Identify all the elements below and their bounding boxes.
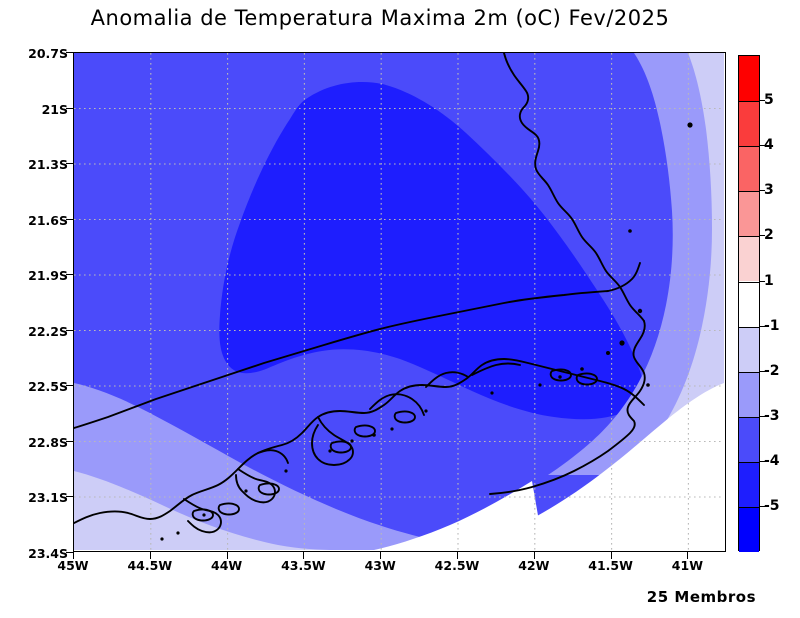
island-dots bbox=[160, 122, 693, 541]
colorbar-label: -4 bbox=[764, 452, 780, 469]
colorbar-tick bbox=[760, 415, 765, 417]
chart-title: Anomalia de Temperatura Maxima 2m (oC) F… bbox=[90, 6, 670, 30]
colorbar-separator bbox=[739, 191, 759, 193]
coastline bbox=[74, 53, 646, 534]
x-tick bbox=[610, 552, 612, 559]
band-fill-m3-m2-southwest bbox=[74, 383, 504, 550]
colorbar-label: -1 bbox=[764, 317, 780, 334]
y-tick bbox=[66, 107, 73, 109]
y-tick-label: 22.5S bbox=[28, 379, 68, 394]
y-tick-label: 22.2S bbox=[28, 323, 68, 339]
colorbar-tick bbox=[760, 280, 765, 282]
ensemble-members-note: 25 Membros bbox=[646, 588, 756, 606]
x-tick-label: 41W bbox=[671, 558, 703, 573]
band-fill-m5-m4 bbox=[219, 81, 643, 420]
colorbar-label: -5 bbox=[764, 498, 780, 514]
band-fill-m2-m1-southwest bbox=[74, 471, 336, 550]
anomaly-map bbox=[74, 53, 724, 550]
y-tick bbox=[66, 440, 73, 442]
colorbar-label: 2 bbox=[764, 227, 774, 244]
map-plot-area bbox=[73, 52, 726, 552]
colorbar-label: 5 bbox=[764, 92, 774, 109]
colorbar-band-2-3 bbox=[739, 191, 759, 237]
colorbar-band-3-4 bbox=[739, 146, 759, 192]
x-tick-label: 41.5W bbox=[588, 558, 633, 573]
y-tick bbox=[66, 329, 73, 331]
colorbar-tick bbox=[760, 506, 765, 507]
colorbar-separator bbox=[739, 371, 759, 373]
colorbar-separator bbox=[739, 461, 759, 463]
gridlines bbox=[74, 53, 724, 550]
y-tick-label: 22.8S bbox=[28, 434, 68, 450]
colorbar-separator bbox=[739, 281, 759, 283]
x-tick-label: 44W bbox=[211, 558, 243, 573]
colorbar-tick bbox=[760, 100, 765, 102]
colorbar-separator bbox=[739, 507, 759, 508]
colorbar bbox=[738, 55, 760, 553]
colorbar-band-m4-m3 bbox=[739, 416, 759, 462]
colorbar-band-m3-m2 bbox=[739, 371, 759, 417]
colorbar-separator bbox=[739, 101, 759, 103]
y-tick-label: 20.7S bbox=[28, 46, 68, 61]
y-tick bbox=[66, 496, 73, 497]
y-tick-label: 23.1S bbox=[28, 490, 68, 505]
colorbar-band-m1-1 bbox=[739, 281, 759, 327]
colorbar-band-m2-m1 bbox=[739, 326, 759, 372]
x-tick-label: 43.5W bbox=[281, 558, 326, 573]
x-tick bbox=[73, 552, 74, 559]
colorbar-label: -3 bbox=[764, 407, 780, 424]
y-tick bbox=[66, 551, 73, 553]
colorbar-band-m5-m4 bbox=[739, 461, 759, 507]
y-tick bbox=[66, 385, 73, 386]
colorbar-label: 1 bbox=[764, 272, 774, 289]
colorbar-label: 3 bbox=[764, 182, 774, 199]
y-tick bbox=[66, 163, 73, 164]
colorbar-separator bbox=[739, 146, 759, 148]
y-tick-label: 21S bbox=[41, 101, 68, 117]
band-fill-m3-m2-east bbox=[548, 53, 724, 475]
x-tick bbox=[457, 552, 458, 559]
x-tick bbox=[380, 552, 382, 559]
band-fill-m1-1-white bbox=[444, 383, 724, 550]
colorbar-tick bbox=[760, 325, 765, 327]
colorbar-band-1-2 bbox=[739, 236, 759, 282]
x-tick bbox=[226, 552, 228, 559]
colorbar-tick bbox=[760, 460, 765, 462]
colorbar-tick bbox=[760, 235, 765, 237]
x-tick bbox=[303, 552, 305, 559]
x-tick bbox=[149, 552, 151, 559]
colorbar-tick bbox=[760, 145, 765, 147]
x-tick-label: 42.5W bbox=[434, 558, 480, 573]
y-tick-label: 21.9S bbox=[28, 268, 68, 283]
x-tick-label: 43W bbox=[364, 558, 396, 573]
colorbar-separator bbox=[739, 416, 759, 418]
colorbar-tick bbox=[760, 190, 765, 192]
y-tick-label: 23.4S bbox=[28, 545, 68, 561]
y-tick-label: 21.3S bbox=[28, 157, 68, 172]
colorbar-band-gt5 bbox=[739, 56, 759, 102]
y-tick-label: 21.6S bbox=[28, 212, 68, 228]
x-tick-label: 42W bbox=[518, 558, 550, 573]
x-tick bbox=[533, 552, 535, 559]
x-tick-label: 45W bbox=[57, 558, 89, 573]
y-tick bbox=[66, 52, 73, 53]
y-tick bbox=[66, 274, 73, 275]
x-tick bbox=[687, 552, 689, 559]
colorbar-tick bbox=[760, 370, 765, 372]
colorbar-separator bbox=[739, 236, 759, 238]
colorbar-band-4-5 bbox=[739, 101, 759, 147]
colorbar-label: -2 bbox=[764, 362, 780, 379]
y-tick bbox=[66, 218, 73, 220]
x-tick-label: 44.5W bbox=[127, 558, 173, 573]
colorbar-band-ltm5 bbox=[739, 507, 759, 553]
band-fill-white-lower bbox=[374, 481, 544, 550]
colorbar-label: 4 bbox=[764, 137, 774, 154]
colorbar-separator bbox=[739, 326, 759, 328]
